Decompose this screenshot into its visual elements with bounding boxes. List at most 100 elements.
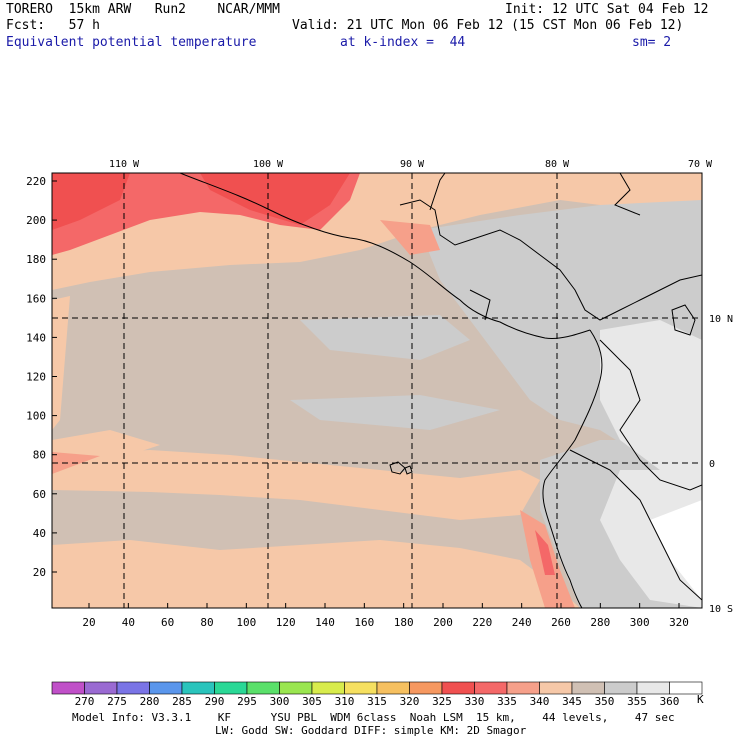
lat-label-0: 0	[709, 459, 715, 470]
latlon-grid	[52, 173, 702, 608]
x-tick-label: 280	[590, 616, 610, 629]
x-tick-label: 260	[551, 616, 571, 629]
legend-value: 290	[205, 695, 225, 708]
legend-value: 330	[465, 695, 485, 708]
lat-label-10n: 10 N	[709, 314, 733, 325]
smoothing: sm= 2	[632, 35, 672, 50]
legend-swatch	[376, 681, 410, 695]
x-tick-label: 80	[200, 616, 213, 629]
y-tick-label: 220	[26, 175, 46, 188]
lon-label-70w: 70 W	[688, 159, 713, 170]
legend-swatch	[116, 681, 150, 695]
x-tick-label: 240	[512, 616, 532, 629]
forecast-hour: Fcst: 57 h	[6, 18, 100, 33]
x-tick-label: 220	[472, 616, 492, 629]
lon-label-100w: 100 W	[253, 159, 284, 170]
legend-swatch	[149, 681, 183, 695]
field-patch-1	[300, 315, 470, 360]
lon-label-90w: 90 W	[400, 159, 425, 170]
legend-value: 340	[530, 695, 550, 708]
field-andes-peak	[650, 500, 702, 600]
init-time: Init: 12 UTC Sat 04 Feb 12	[505, 2, 709, 17]
y-tick-label: 180	[26, 253, 46, 266]
x-tick-label: 320	[669, 616, 689, 629]
legend-value: 345	[562, 695, 582, 708]
x-tick-label: 300	[630, 616, 650, 629]
x-axis-ticks: 20 40 60 80 100 120 140 160 180 200 220 240 260 280 30…	[82, 603, 689, 629]
lon-label-110w: 110 W	[109, 159, 140, 170]
y-tick-label: 200	[26, 214, 46, 227]
field-name: Equivalent potential temperature	[6, 35, 257, 50]
legend-value: 325	[432, 695, 452, 708]
legend-swatch	[84, 681, 118, 695]
x-tick-label: 180	[394, 616, 414, 629]
x-tick-label: 20	[82, 616, 95, 629]
legend-value: 315	[367, 695, 387, 708]
legend-value: 270	[75, 695, 95, 708]
legend-swatch	[474, 681, 508, 695]
legend-swatch	[636, 681, 670, 695]
y-tick-label: 40	[33, 527, 46, 540]
legend-swatch	[311, 681, 345, 695]
field-hotter-mx	[200, 173, 350, 225]
field-band-eq	[52, 450, 540, 520]
y-tick-label: 160	[26, 292, 46, 305]
field-patch-2	[290, 395, 500, 430]
field-warm-gulf	[380, 220, 440, 255]
x-tick-label: 160	[354, 616, 374, 629]
x-tick-label: 100	[236, 616, 256, 629]
x-tick-label: 60	[161, 616, 174, 629]
field-band-edge	[52, 296, 70, 430]
plot-frame	[51, 172, 703, 609]
coast-south-america	[542, 329, 603, 608]
legend-value: 300	[270, 695, 290, 708]
coastlines	[179, 173, 702, 608]
theta-e-field	[52, 173, 702, 608]
x-tick-label: 200	[433, 616, 453, 629]
legend-swatch	[506, 681, 540, 695]
x-tick-label: 140	[315, 616, 335, 629]
k-index: at k-index = 44	[340, 35, 466, 50]
legend-value: 305	[302, 695, 322, 708]
legend-swatch	[214, 681, 248, 695]
x-tick-label: 40	[122, 616, 135, 629]
coast-cuba	[614, 173, 641, 216]
legend-swatch	[669, 681, 703, 695]
legend-value: 350	[595, 695, 615, 708]
legend-value: 320	[400, 695, 420, 708]
y-tick-label: 100	[26, 410, 46, 423]
lat-label-10s: 10 S	[709, 604, 733, 615]
border-mexico	[429, 173, 446, 211]
legend-swatch	[344, 681, 378, 695]
legend-swatch	[181, 681, 215, 695]
legend-swatch	[51, 681, 85, 695]
x-tick-label: 120	[276, 616, 296, 629]
y-tick-label: 120	[26, 371, 46, 384]
coast-venezuela-lake	[671, 304, 696, 336]
valid-time: Valid: 21 UTC Mon 06 Feb 12 (15 CST Mon …	[292, 18, 684, 33]
legend-labels: 270 275 280 285 290 295 300 305 310 315 320 325 330 3…	[75, 695, 680, 708]
legend-swatches	[51, 681, 703, 695]
legend-swatch	[571, 681, 605, 695]
coast-central-america	[179, 173, 591, 339]
model-info: Model Info: V3.3.1 KF YSU PBL WDM 6class…	[72, 711, 675, 724]
lon-label-80w: 80 W	[545, 159, 570, 170]
field-band-south	[52, 540, 580, 608]
y-axis-ticks: 20 40 60 80 100 120 140 160 180 200 220	[26, 175, 57, 579]
legend-swatch	[441, 681, 475, 695]
y-tick-label: 80	[33, 449, 46, 462]
legend-value: 335	[497, 695, 517, 708]
y-tick-label: 20	[33, 566, 46, 579]
field-hotter-nw	[52, 173, 130, 230]
legend-swatch	[409, 681, 443, 695]
border-colombia	[599, 339, 702, 491]
legend-value: 310	[335, 695, 355, 708]
legend-value: 360	[660, 695, 680, 708]
legend-swatch	[539, 681, 573, 695]
field-andes-cold	[600, 320, 702, 480]
legend-swatch	[279, 681, 313, 695]
coast-caribbean	[399, 199, 702, 321]
legend-unit: K	[697, 693, 704, 706]
